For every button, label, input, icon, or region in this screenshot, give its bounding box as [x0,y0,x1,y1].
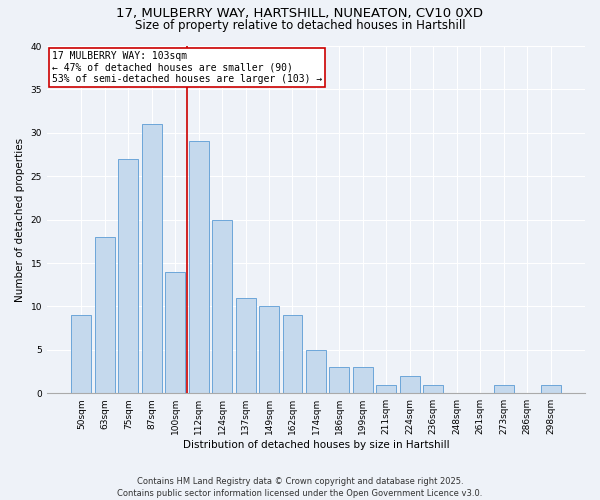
Bar [541,384,560,393]
Bar [142,124,162,393]
Bar [494,384,514,393]
Text: 17 MULBERRY WAY: 103sqm
← 47% of detached houses are smaller (90)
53% of semi-de: 17 MULBERRY WAY: 103sqm ← 47% of detache… [52,51,323,84]
Bar [259,306,279,393]
Bar [400,376,420,393]
Y-axis label: Number of detached properties: Number of detached properties [15,138,25,302]
Text: Size of property relative to detached houses in Hartshill: Size of property relative to detached ho… [134,18,466,32]
Bar [212,220,232,393]
Bar [329,367,349,393]
Bar [423,384,443,393]
Bar [118,159,138,393]
Bar [71,315,91,393]
Bar [306,350,326,393]
Bar [376,384,397,393]
Bar [165,272,185,393]
Text: Contains HM Land Registry data © Crown copyright and database right 2025.
Contai: Contains HM Land Registry data © Crown c… [118,476,482,498]
Bar [236,298,256,393]
Bar [353,367,373,393]
Text: 17, MULBERRY WAY, HARTSHILL, NUNEATON, CV10 0XD: 17, MULBERRY WAY, HARTSHILL, NUNEATON, C… [116,8,484,20]
Bar [283,315,302,393]
Bar [188,142,209,393]
X-axis label: Distribution of detached houses by size in Hartshill: Distribution of detached houses by size … [182,440,449,450]
Bar [95,237,115,393]
